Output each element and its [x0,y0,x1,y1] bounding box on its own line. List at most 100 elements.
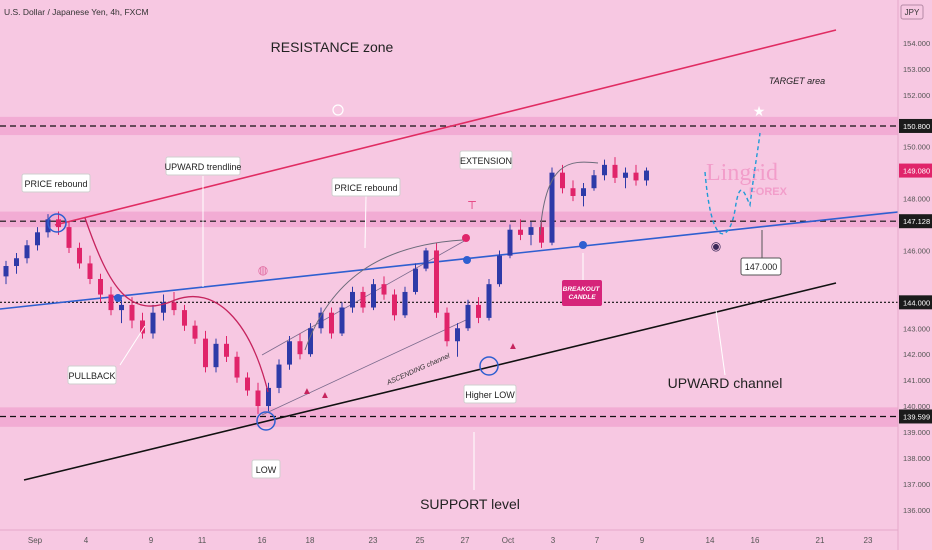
extension-box [459,150,513,170]
candle-body [203,338,208,368]
price-tick-label: 139.599 [903,412,930,421]
time-tick-label: 27 [461,536,470,545]
candle-body [455,328,460,342]
candle-body [297,341,303,355]
breakout-line-2: CANDLE [568,294,596,301]
target-projection [704,132,761,235]
price-tick-label: 138.000 [903,454,930,463]
time-tick-label: Sep [28,536,43,545]
pullback-label: PULLBACK [68,371,115,381]
candle-body [119,304,124,311]
candle-body [140,320,145,334]
time-tick-label: Oct [502,536,515,545]
upward-channel-pointer [715,309,726,376]
price-current-badge [899,163,932,178]
price-rebound-marker [47,213,67,233]
price-tick-label: 150.800 [903,122,930,131]
currency-box[interactable] [900,4,924,20]
resistance-zone-label: RESISTANCE zone [271,39,394,55]
candle-body [644,170,649,181]
candle-body [329,312,334,334]
zone-mid [0,211,898,228]
target-star-icon: ★ [753,103,766,119]
symbol-title: U.S. Dollar / Japanese Yen, 4h, FXCM [4,7,149,17]
candle-body [192,325,198,339]
candle-body [287,341,292,365]
candle-body [476,304,481,318]
pullback-curve [84,217,269,393]
low-box [251,459,281,479]
rocket-icon-1: ▲ [302,386,312,397]
extension-dot [462,234,470,242]
price-tick-label: 148.000 [903,195,930,204]
price-axis[interactable]: 154.000 153.000 152.000 150.800 150.000 149.0… [897,0,932,550]
low-marker [256,411,276,431]
rocket-icon-2: ▲ [320,390,330,401]
candle-body [434,250,439,313]
resistance-channel-line [54,29,837,226]
candle-body [98,278,103,295]
candle-body [392,294,397,316]
price-rebound-2-box [331,177,401,197]
candle-body [350,291,355,308]
zone-support [0,407,898,427]
candle-body [591,175,597,189]
price-tick-label: 141.000 [903,376,930,385]
price-level-badge [899,118,932,133]
time-tick-label: 14 [706,536,715,545]
candle-body [465,304,471,329]
candle-body [35,232,40,246]
candle-body [381,284,387,295]
price-tick-label: 154.000 [903,39,930,48]
candle-body [423,250,429,269]
rocket-icon-3: ▲ [508,341,518,352]
snail-icon: ◍ [258,263,268,277]
price-tick-label: 149.080 [903,167,930,176]
price-tick-label: 153.000 [903,65,930,74]
candle-body [77,247,82,264]
price-tick-label: 139.000 [903,428,930,437]
candle-body [360,291,366,308]
price-tick-label: 146.000 [903,246,930,255]
trendline-touch-dot-2 [463,256,471,264]
candle-body [150,312,156,334]
time-tick-label: 23 [864,536,873,545]
candle-body [245,377,250,391]
candle-body [518,229,523,235]
candle-body [129,304,135,321]
candle-body [402,291,408,316]
candle-body [486,284,492,318]
trendline-touch-dot-3 [579,241,587,249]
support-channel-line [23,282,837,481]
candle-body [276,364,282,388]
candle-body [171,302,177,311]
higher-low-marker [479,356,499,376]
candle-body [602,164,607,176]
upward-channel-label: UPWARD channel [668,375,783,391]
currency-label: JPY [905,8,920,17]
time-tick-label: 9 [149,536,154,545]
candle-body [24,245,30,259]
price-axis-bg [898,0,932,550]
time-tick-label: 21 [816,536,825,545]
upward-trendline [0,211,899,310]
candle-body [14,258,19,267]
time-axis[interactable]: Sep 4 9 11 16 18 23 25 27 Oct 3 7 9 14 16 21 23 [0,529,898,545]
time-tick-label: 9 [640,536,645,545]
extension-arrow [539,161,599,236]
time-tick-label: 16 [258,536,267,545]
breakout-candle-box [562,280,602,306]
candle-body [339,307,345,334]
time-tick-label: 3 [551,536,556,545]
markers-layer: ★ ◉ ◍ ⊤ ▲ ▲ ▲ [47,103,766,431]
breakout-candle-label: BREAKOUT CANDLE [563,286,602,301]
upward-trendline-label: UPWARD trendline [165,162,242,172]
price-level-badge [899,214,932,229]
resistance-icon [332,104,344,116]
eye-icon: ◉ [711,239,721,253]
candle-body [371,284,376,308]
candle-body [507,229,513,256]
price-rebound-1-box [21,173,91,193]
candle-body [528,227,534,235]
